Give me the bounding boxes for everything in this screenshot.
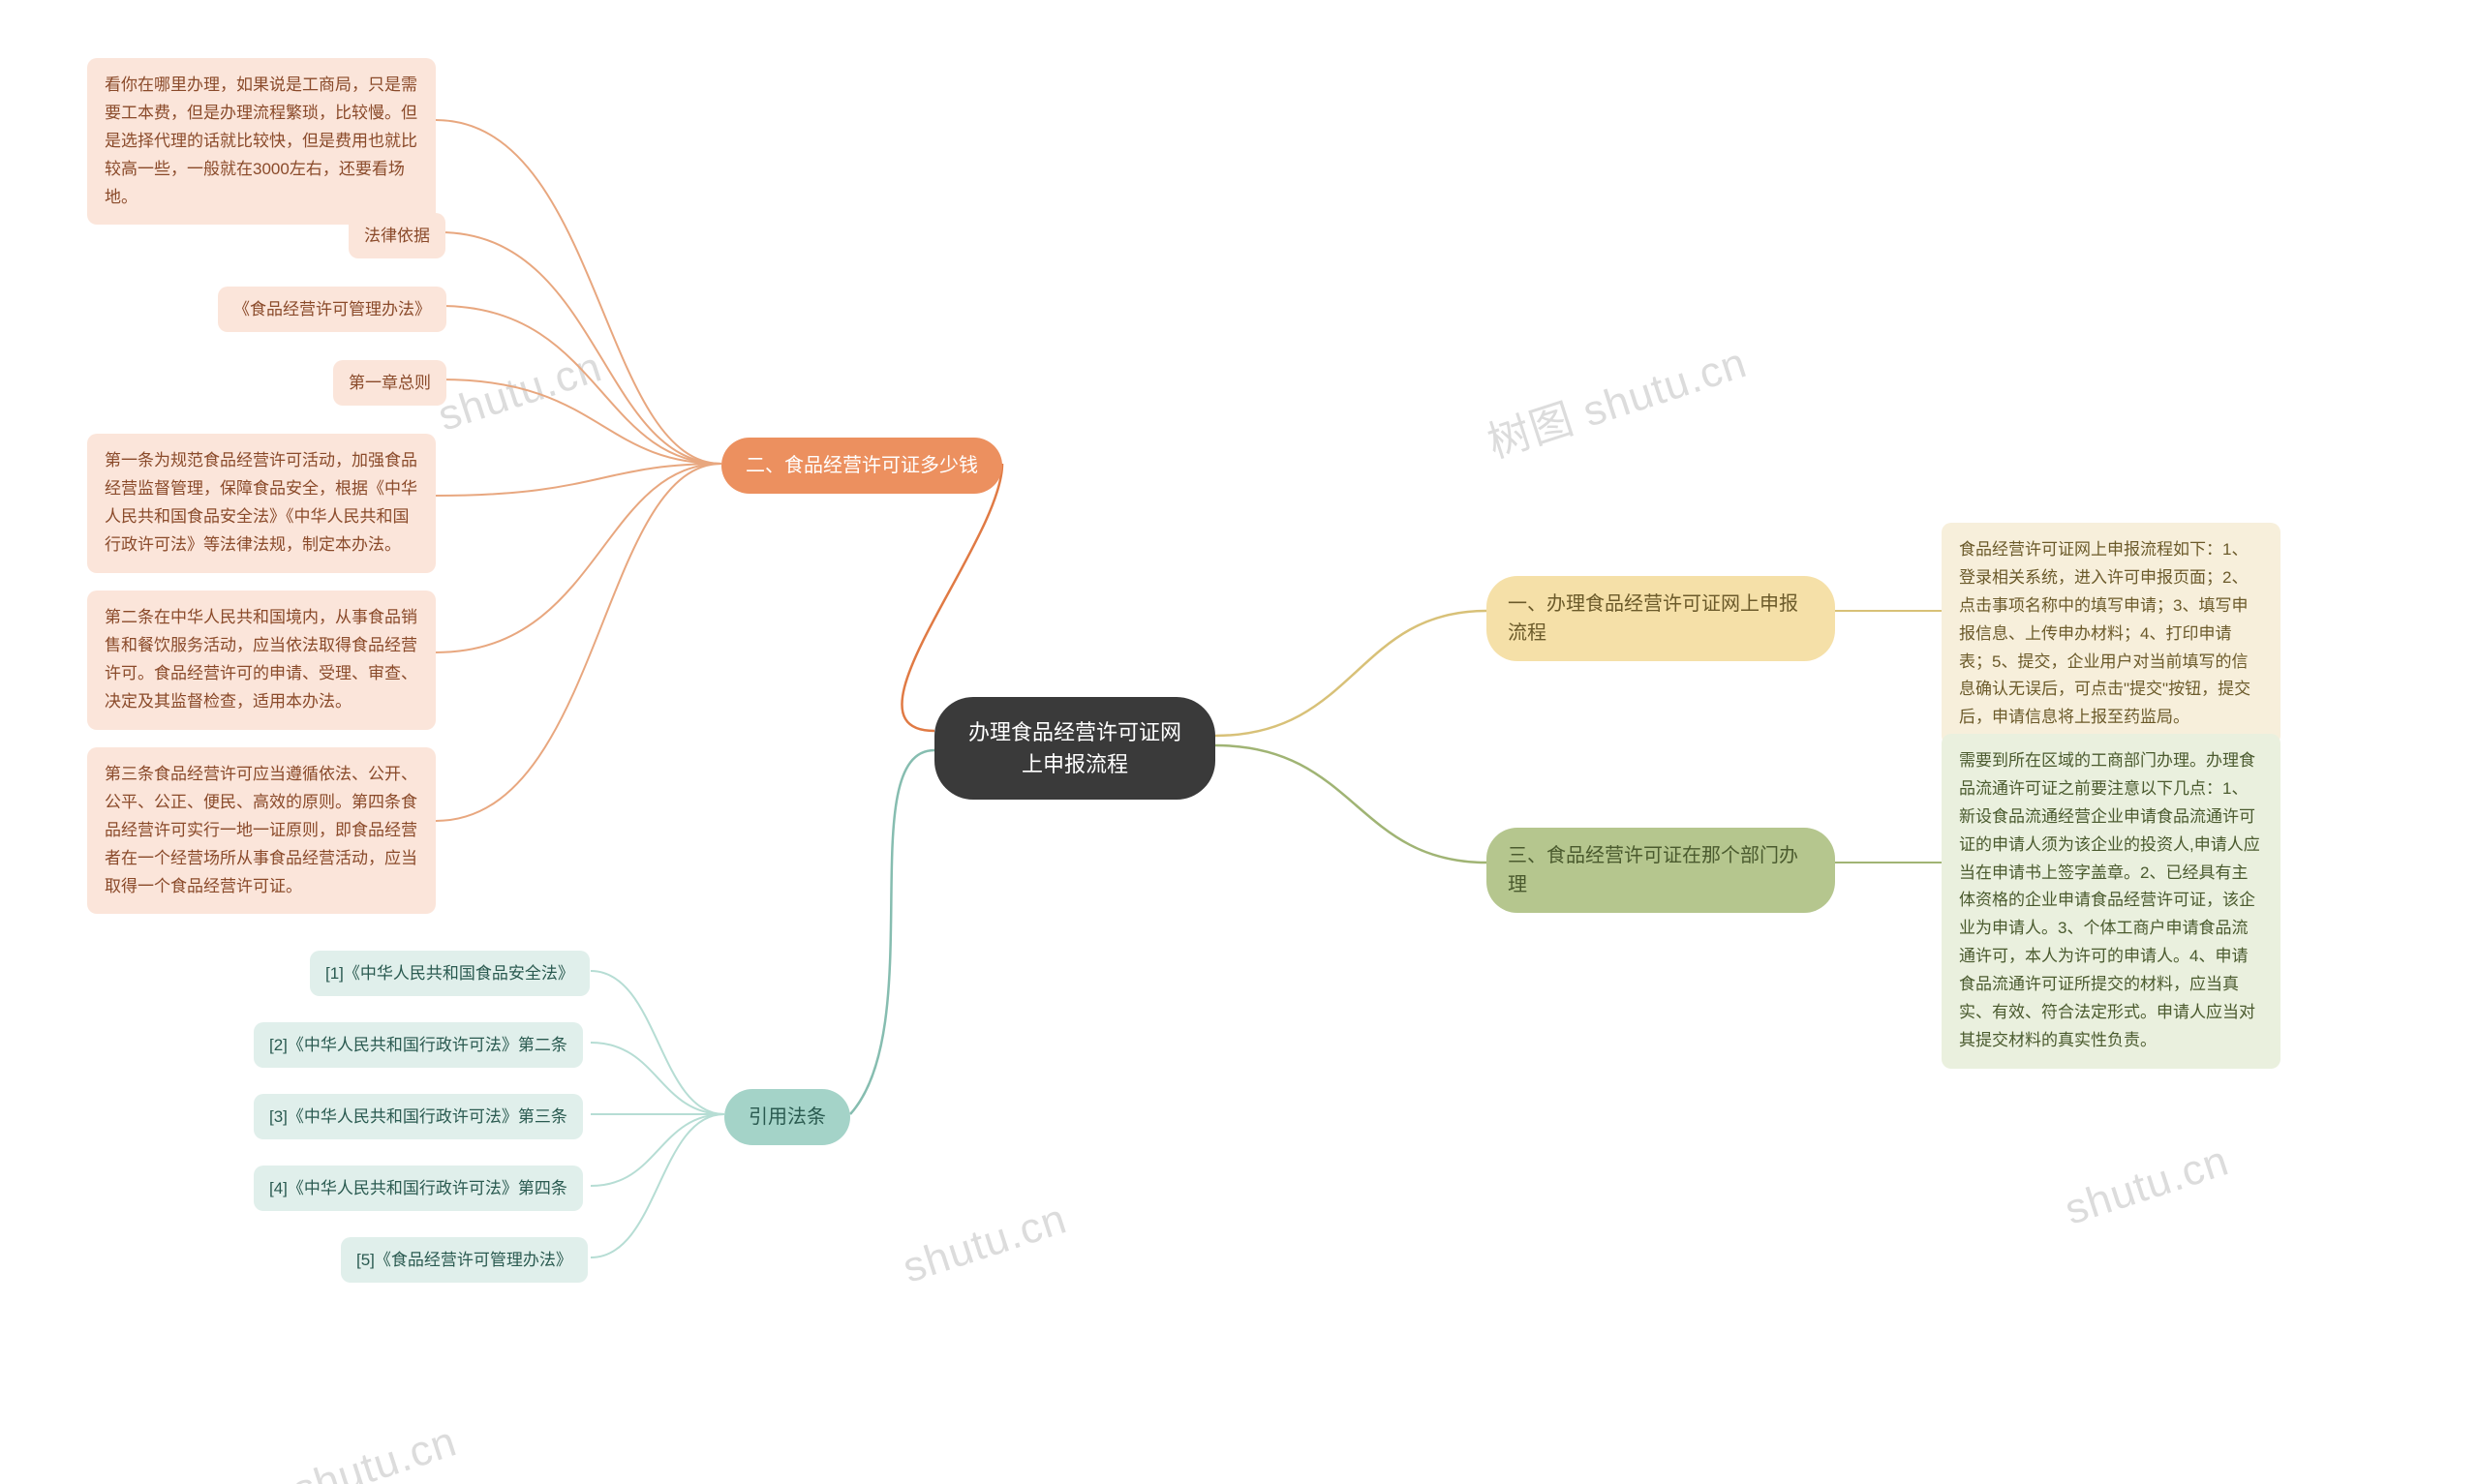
leaf-text: 第二条在中华人民共和国境内，从事食品销售和餐饮服务活动，应当依法取得食品经营许可…: [105, 608, 417, 711]
branch-4-leaf-4: [5]《食品经营许可管理办法》: [341, 1237, 588, 1283]
branch-2-label: 二、食品经营许可证多少钱: [746, 455, 978, 476]
leaf-text: 第一条为规范食品经营许可活动，加强食品经营监督管理，保障食品安全，根据《中华人民…: [105, 451, 417, 554]
leaf-text: 法律依据: [364, 227, 430, 245]
leaf-text: [1]《中华人民共和国食品安全法》: [325, 964, 574, 983]
leaf-text: [5]《食品经营许可管理办法》: [356, 1251, 572, 1269]
branch-2-leaf-6: 第三条食品经营许可应当遵循依法、公开、公平、公正、便民、高效的原则。第四条食品经…: [87, 747, 436, 914]
leaf-text: [3]《中华人民共和国行政许可法》第三条: [269, 1107, 567, 1126]
branch-4-leaf-0: [1]《中华人民共和国食品安全法》: [310, 951, 590, 996]
watermark: shutu.cn: [288, 1417, 463, 1484]
root-label: 办理食品经营许可证网上申报流程: [968, 720, 1181, 776]
branch-1-label: 一、办理食品经营许可证网上申报流程: [1508, 593, 1798, 644]
branch-4-label: 引用法条: [749, 1106, 826, 1128]
branch-1[interactable]: 一、办理食品经营许可证网上申报流程: [1486, 576, 1835, 661]
branch-2-leaf-0: 看你在哪里办理，如果说是工商局，只是需要工本费，但是办理流程繁琐，比较慢。但是选…: [87, 58, 436, 225]
branch-2-leaf-2: 《食品经营许可管理办法》: [218, 287, 446, 332]
watermark: shutu.cn: [433, 343, 608, 440]
branch-4[interactable]: 引用法条: [724, 1089, 850, 1145]
branch-2[interactable]: 二、食品经营许可证多少钱: [721, 438, 1002, 494]
leaf-text: 第三条食品经营许可应当遵循依法、公开、公平、公正、便民、高效的原则。第四条食品经…: [105, 765, 417, 895]
branch-2-leaf-4: 第一条为规范食品经营许可活动，加强食品经营监督管理，保障食品安全，根据《中华人民…: [87, 434, 436, 573]
branch-4-leaf-2: [3]《中华人民共和国行政许可法》第三条: [254, 1094, 583, 1139]
leaf-text: 《食品经营许可管理办法》: [233, 300, 431, 318]
leaf-text: 食品经营许可证网上申报流程如下：1、登录相关系统，进入许可申报页面；2、点击事项…: [1959, 540, 2250, 726]
branch-2-leaf-3: 第一章总则: [333, 360, 446, 406]
branch-2-leaf-1: 法律依据: [349, 213, 445, 258]
watermark: shutu.cn: [2060, 1136, 2235, 1234]
leaf-text: [4]《中华人民共和国行政许可法》第四条: [269, 1179, 567, 1197]
leaf-text: 第一章总则: [349, 374, 431, 392]
watermark: 树图 shutu.cn: [1479, 328, 1754, 470]
branch-3-label: 三、食品经营许可证在那个部门办理: [1508, 845, 1798, 895]
branch-4-leaf-1: [2]《中华人民共和国行政许可法》第二条: [254, 1022, 583, 1068]
leaf-text: [2]《中华人民共和国行政许可法》第二条: [269, 1036, 567, 1054]
branch-3[interactable]: 三、食品经营许可证在那个部门办理: [1486, 828, 1835, 913]
edge-root-b2: [902, 464, 1002, 731]
edge-root-b1: [1215, 611, 1486, 736]
branch-1-leaf-0: 食品经营许可证网上申报流程如下：1、登录相关系统，进入许可申报页面；2、点击事项…: [1942, 523, 2280, 745]
branch-4-leaf-3: [4]《中华人民共和国行政许可法》第四条: [254, 1166, 583, 1211]
edge-root-b3: [1215, 745, 1486, 863]
leaf-text: 看你在哪里办理，如果说是工商局，只是需要工本费，但是办理流程繁琐，比较慢。但是选…: [105, 76, 417, 206]
edge-root-b4: [850, 750, 934, 1114]
branch-3-leaf-0: 需要到所在区域的工商部门办理。办理食品流通许可证之前要注意以下几点：1、新设食品…: [1942, 734, 2280, 1069]
watermark: shutu.cn: [898, 1195, 1073, 1292]
leaf-text: 需要到所在区域的工商部门办理。办理食品流通许可证之前要注意以下几点：1、新设食品…: [1959, 751, 2260, 1049]
root-node[interactable]: 办理食品经营许可证网上申报流程: [934, 697, 1215, 800]
branch-2-leaf-5: 第二条在中华人民共和国境内，从事食品销售和餐饮服务活动，应当依法取得食品经营许可…: [87, 591, 436, 730]
